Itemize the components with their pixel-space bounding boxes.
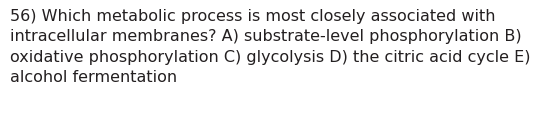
- Text: 56) Which metabolic process is most closely associated with
intracellular membra: 56) Which metabolic process is most clos…: [10, 9, 531, 85]
